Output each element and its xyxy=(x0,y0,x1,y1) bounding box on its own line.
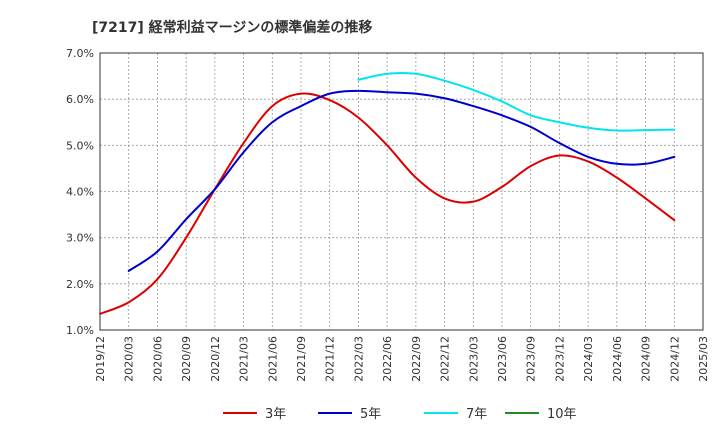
x-tick-label: 2020/06 xyxy=(151,336,164,382)
y-tick-label: 4.0% xyxy=(66,186,94,199)
legend: 3年 5年 7年 10年 xyxy=(223,407,577,422)
x-tick-label: 2024/03 xyxy=(582,336,595,382)
series-line-0 xyxy=(99,92,676,315)
x-tick-label: 2020/03 xyxy=(123,336,136,382)
x-tick-label: 2022/06 xyxy=(381,336,394,382)
x-tick-label: 2020/12 xyxy=(209,336,222,382)
x-tick-label: 2021/06 xyxy=(266,336,279,382)
y-tick-label: 2.0% xyxy=(66,278,94,291)
y-tick-label: 7.0% xyxy=(66,47,94,60)
legend-label-0: 3年 xyxy=(265,407,286,422)
y-tick-label: 6.0% xyxy=(66,93,94,106)
axes: 1.0% 2.0% 3.0% 4.0% 5.0% 6.0% 7.0% 2019/12 2020/… xyxy=(66,47,710,382)
x-tick-label: 2021/03 xyxy=(238,336,251,382)
legend-label-3: 10年 xyxy=(547,407,577,422)
series-line-1 xyxy=(127,89,676,272)
series-lines xyxy=(99,71,676,315)
y-tick-label: 5.0% xyxy=(66,139,94,152)
x-tick-label: 2022/12 xyxy=(439,336,452,382)
x-tick-label: 2024/06 xyxy=(611,336,624,382)
x-tick-label: 2023/09 xyxy=(525,336,538,382)
legend-label-1: 5年 xyxy=(360,407,381,422)
grid xyxy=(99,52,704,331)
x-tick-label: 2022/03 xyxy=(352,336,365,382)
x-tick-label: 2024/12 xyxy=(668,336,681,382)
series-line-2 xyxy=(357,71,676,132)
x-tick-label: 2020/09 xyxy=(180,336,193,382)
x-tick-label: 2023/06 xyxy=(496,336,509,382)
legend-label-2: 7年 xyxy=(466,407,487,422)
x-tick-label: 2024/09 xyxy=(640,336,653,382)
y-tick-label: 3.0% xyxy=(66,232,94,245)
x-tick-label: 2022/09 xyxy=(410,336,423,382)
x-tick-label: 2023/03 xyxy=(467,336,480,382)
x-tick-label: 2019/12 xyxy=(94,336,107,382)
chart-title: [7217] 経常利益マージンの標準偏差の推移 xyxy=(92,19,372,36)
x-tick-label: 2021/12 xyxy=(324,336,337,382)
x-tick-label: 2021/09 xyxy=(295,336,308,382)
y-tick-label: 1.0% xyxy=(66,324,94,337)
x-tick-label: 2023/12 xyxy=(553,336,566,382)
plot-frame xyxy=(99,52,704,331)
x-tick-label: 2025/03 xyxy=(697,336,710,382)
